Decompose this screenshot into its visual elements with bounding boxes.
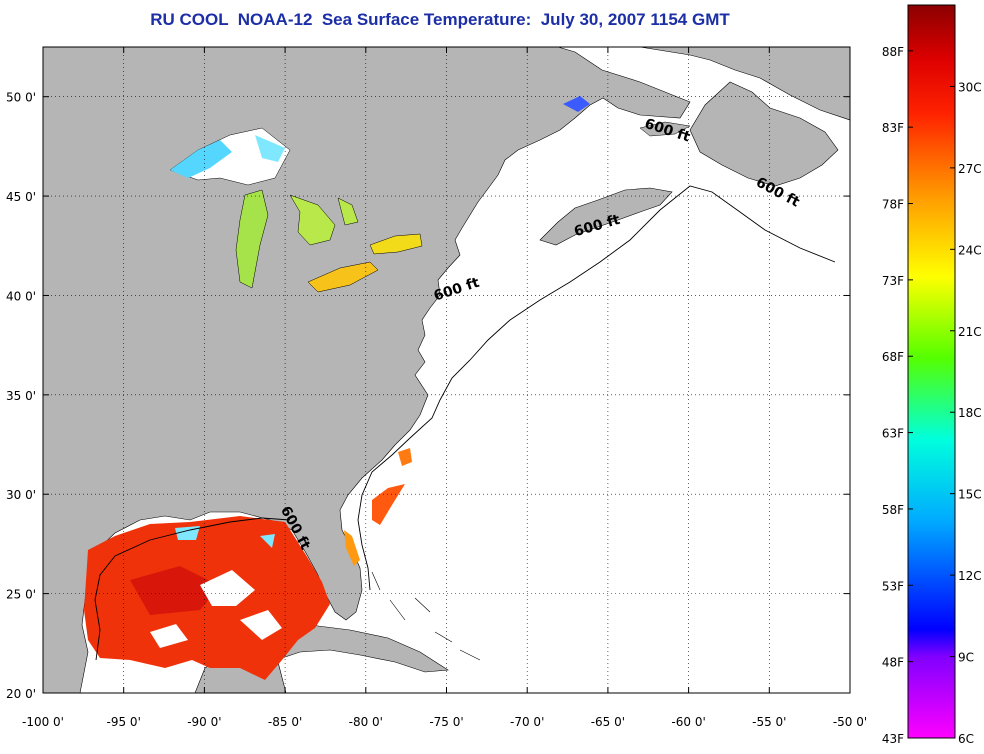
f-tick-label: 63F [882,427,904,441]
f-tick-label: 48F [882,656,904,670]
lake-ontario [369,233,423,255]
lat-tick-label: 50 0' [6,91,36,105]
gulf-red-patch [130,566,220,615]
lon-tick-label: -60 0' [671,715,705,729]
cuba-land [261,621,449,673]
lat-tick-label: 25 0' [6,588,36,602]
lon-tick-label: -100 0' [22,715,64,729]
f-tick-label: 68F [882,350,904,364]
gulf-cloud-gap-2 [240,610,282,640]
colorbar-fahrenheit-ticks: 88F 83F 78F 73F 68F 63F 58F 53F 48F 43F [882,45,913,746]
lon-tick-label: -65 0' [591,715,625,729]
lake-erie [307,261,379,293]
lat-tick-label: 30 0' [6,488,36,502]
c-tick-label: 6C [958,732,974,746]
c-tick-label: 27C [958,162,982,176]
c-tick-label: 15C [958,488,982,502]
f-tick-label: 58F [882,503,904,517]
lake-superior-sst-2 [255,135,285,162]
lat-tick-label: 35 0' [6,389,36,403]
c-tick-label: 12C [958,569,982,583]
lon-tick-label: -85 0' [268,715,302,729]
lon-tick-label: -75 0' [429,715,463,729]
newfoundland-land [689,81,839,187]
lon-tick-label: -90 0' [187,715,221,729]
f-tick-label: 83F [882,121,904,135]
lon-tick-label: -80 0' [349,715,383,729]
f-tick-label: 43F [882,732,904,746]
latitude-axis: 20 0' 25 0' 30 0' 35 0' 40 0' 45 0' 50 0' [6,91,850,701]
st-lawrence-sst [563,96,590,112]
f-tick-label: 53F [882,579,904,593]
lake-huron-bay [337,197,359,226]
gulf-cloud-gap-1 [200,570,255,606]
florida-coast-sst [344,530,360,566]
bahamas-islands [371,571,481,661]
map-title: RU COOL NOAA-12 Sea Surface Temperature:… [150,10,730,29]
lon-tick-label: -50 0' [833,715,867,729]
maritimes-land [539,187,673,246]
c-tick-label: 30C [958,80,982,94]
carolina-sst [398,448,412,466]
f-tick-label: 88F [882,45,904,59]
lat-tick-label: 20 0' [6,687,36,701]
gulf-cyan-speckle [175,526,275,548]
graticule [43,47,850,693]
c-tick-label: 21C [958,325,982,339]
longitude-axis: -100 0' -95 0' -90 0' -85 0' -80 0' -75 0' -70… [22,47,867,729]
lon-tick-label: -70 0' [510,715,544,729]
f-tick-label: 78F [882,198,904,212]
lat-tick-label: 40 0' [6,289,36,303]
c-tick-label: 9C [958,651,974,665]
lon-tick-label: -95 0' [107,715,141,729]
isobath-600ft [94,185,836,661]
anticosti-island [639,121,691,137]
gulf-cloud-gap-3 [150,624,188,648]
lon-tick-label: -55 0' [752,715,786,729]
lake-huron [289,194,336,246]
f-tick-label: 73F [882,274,904,288]
lake-michigan [235,189,269,289]
c-tick-label: 18C [958,406,982,420]
gulf-stream-sst [372,484,405,525]
lat-tick-label: 45 0' [6,190,36,204]
lake-superior-sst [170,140,232,178]
colorbar-celsius-ticks: 30C 27C 24C 21C 18C 15C 12C 9C 6C [950,80,982,746]
colorbar-gradient [907,4,956,739]
c-tick-label: 24C [958,243,982,257]
labrador-land [639,47,850,121]
